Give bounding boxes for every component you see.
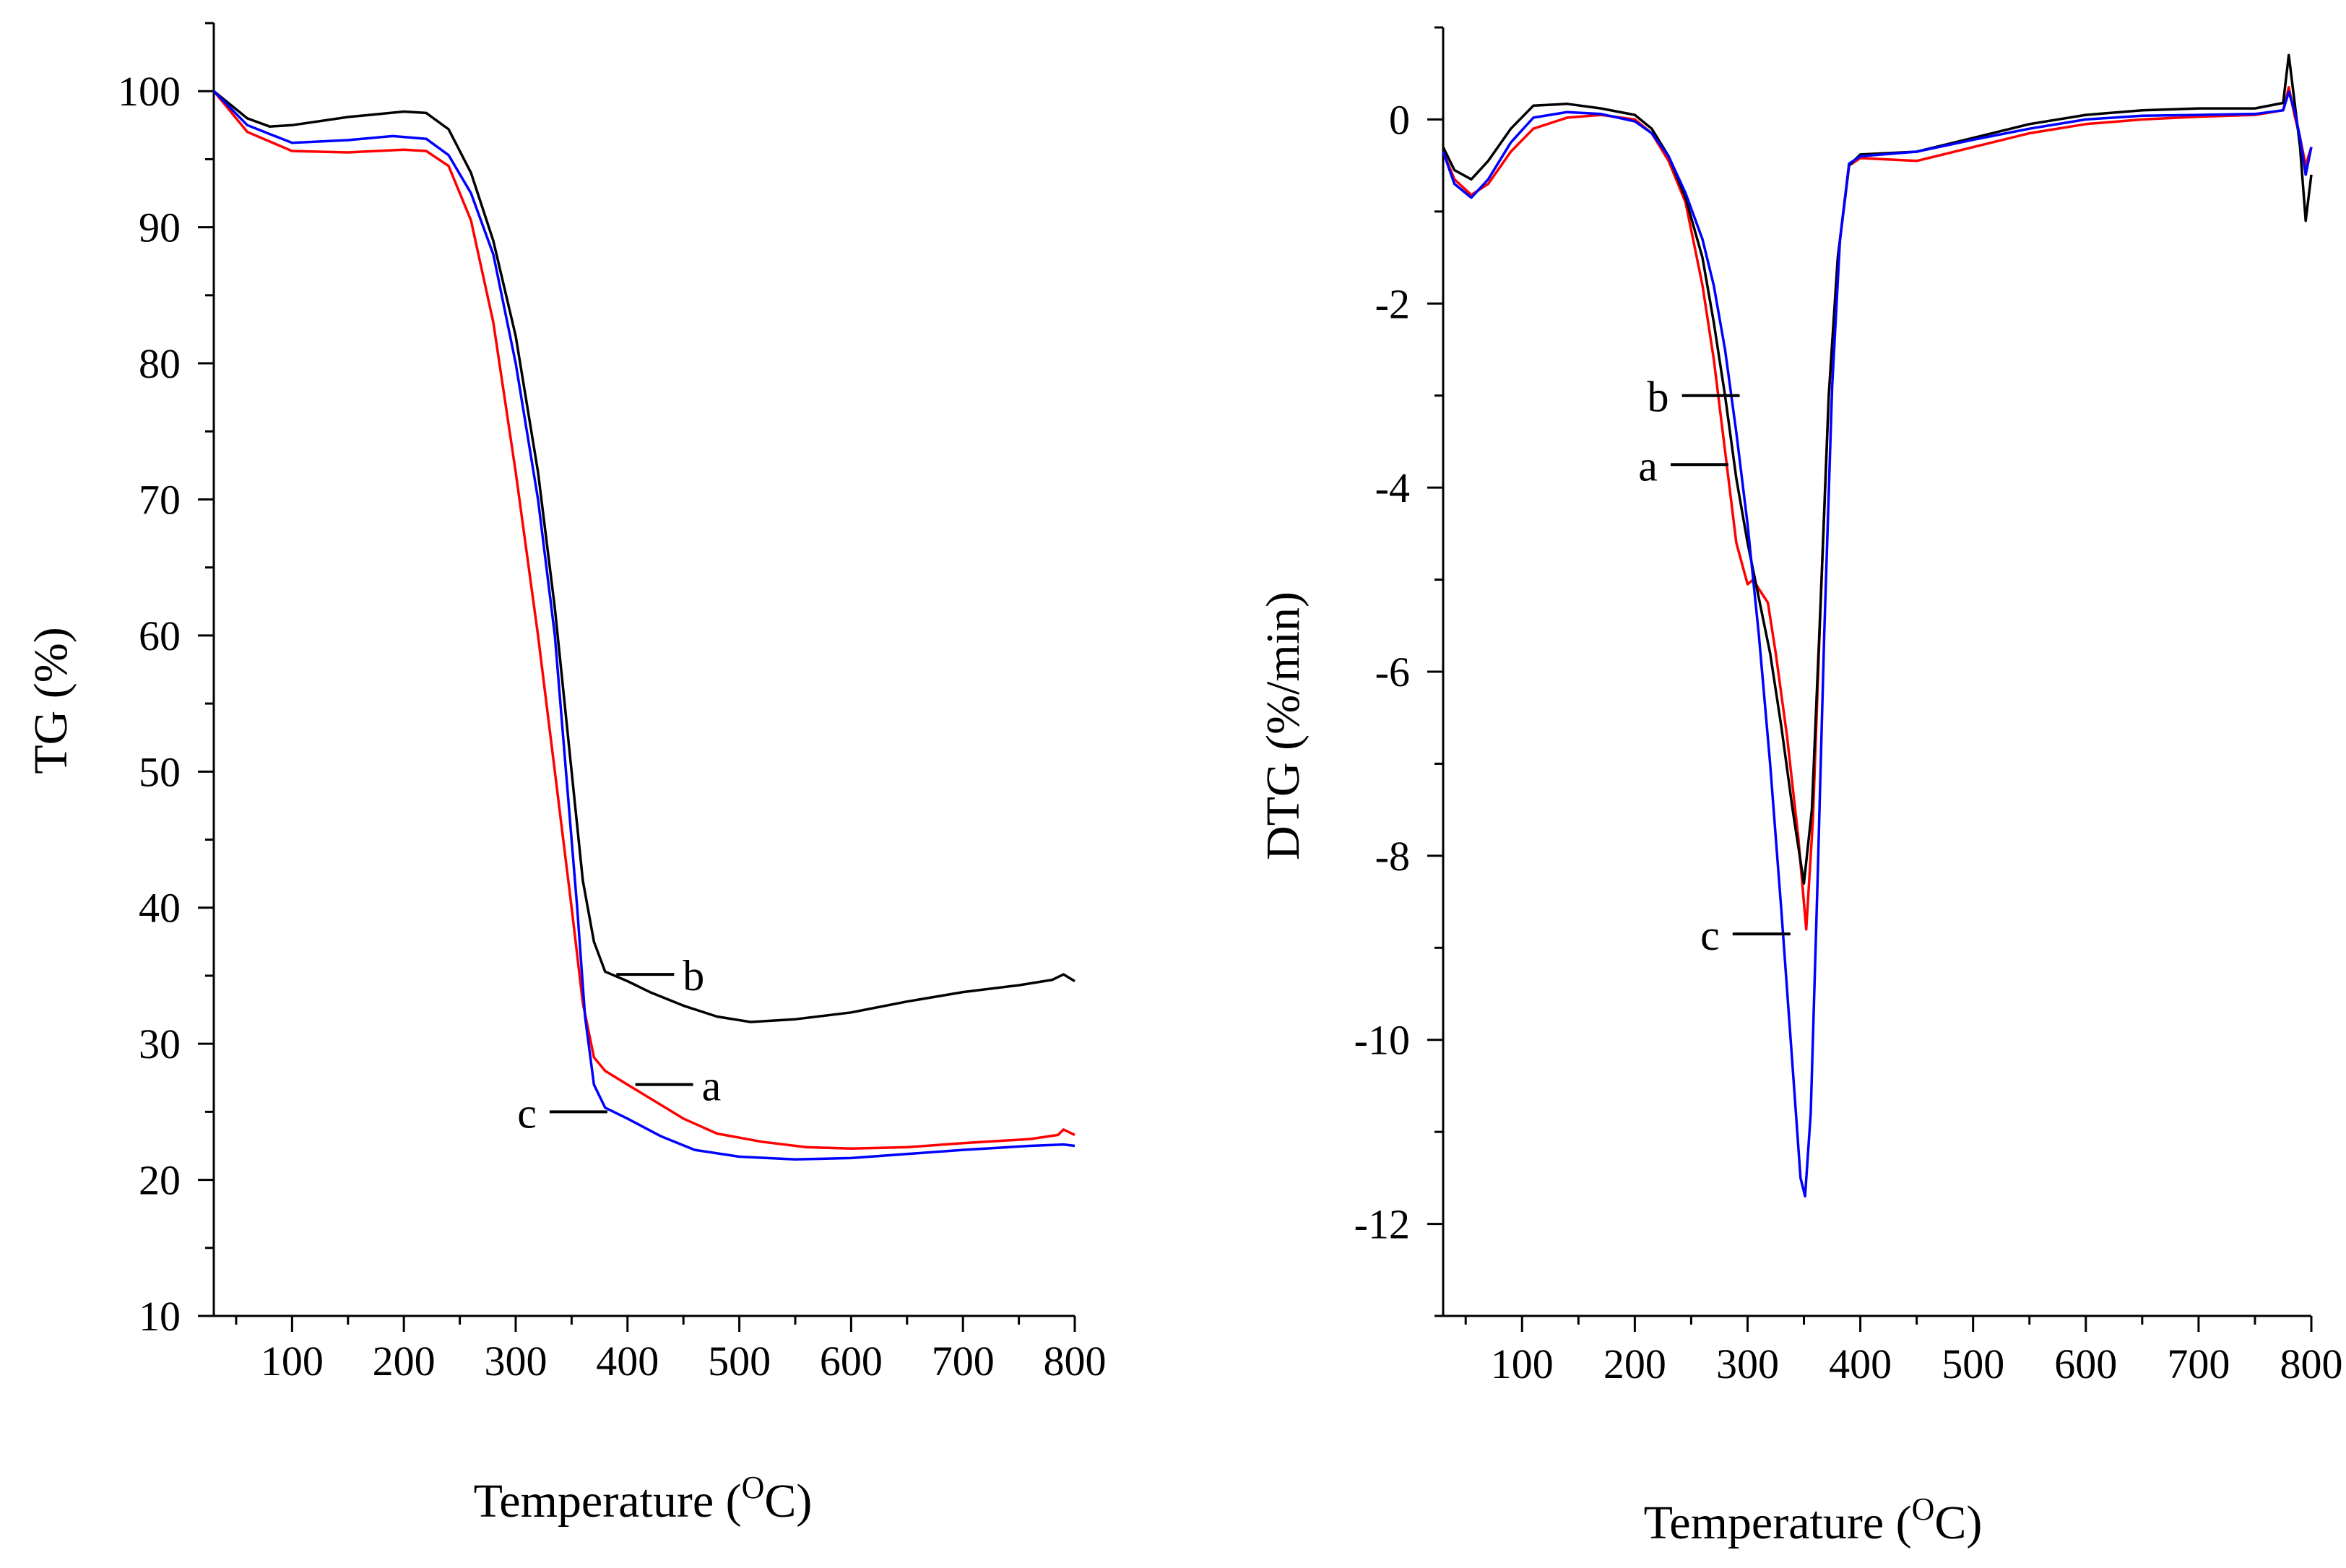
tg-annotation-label-a: a [702,1062,722,1110]
tg-x-tick-label: 100 [261,1338,324,1385]
tg-x-axis-title-text: Temperature [474,1475,714,1528]
tg-x-tick-label: 300 [484,1338,547,1385]
dtg-x-axis-title-close-paren: ) [1966,1496,1982,1549]
dtg-x-tick-label: 700 [2167,1340,2230,1387]
tg-y-tick-label: 70 [139,476,181,523]
dtg-x-ticks: 100 200 300 400 500 600 700 800 [1464,1316,2343,1387]
tg-x-axis-title-open-paren: ( [714,1475,741,1528]
dtg-x-tick-label: 100 [1491,1340,1554,1387]
tg-chart: 100 200 300 400 500 600 700 800 10 20 30 40 50 60 70 8… [25,22,1107,1528]
dtg-x-tick-label: 500 [1942,1340,2004,1387]
tg-series-c-line [212,90,1075,1161]
dtg-chart: 100 200 300 400 500 600 700 800 -12 -10 -8 -6 -4 -2 0… [1257,26,2343,1549]
dtg-x-axis-title: Temperature (OC) [1644,1491,1983,1549]
dtg-y-ticks: -12 -10 -8 -6 -4 -2 0 [1354,26,1443,1317]
tg-annotation-label-c: c [517,1089,537,1137]
tg-y-tick-label: 40 [139,885,181,932]
tg-x-ticks: 100 200 300 400 500 600 700 800 [235,1316,1107,1385]
tg-x-tick-label: 500 [708,1338,771,1385]
tg-annotations: b a c [517,952,721,1137]
tg-x-tick-label: 800 [1044,1338,1107,1385]
tg-x-tick-label: 700 [932,1338,995,1385]
dtg-x-tick-label: 400 [1829,1340,1892,1387]
dtg-x-tick-label: 300 [1716,1340,1779,1387]
tg-y-tick-label: 60 [139,612,181,659]
tg-x-axis-title-degree: O [742,1470,765,1505]
tg-y-tick-label: 100 [118,68,181,115]
tg-axes [212,23,1075,1317]
tg-series [212,90,1075,1161]
dtg-y-tick-label: -4 [1375,464,1410,511]
dtg-annotation-label-b: b [1648,373,1669,421]
tg-y-tick-label: 90 [139,204,181,251]
dtg-x-axis-title-open-paren: ( [1884,1496,1911,1549]
dtg-y-tick-label: -12 [1354,1201,1410,1248]
dtg-y-tick-label: -6 [1375,649,1410,696]
tg-y-axis-title: TG (%) [25,627,77,774]
dtg-y-tick-label: -8 [1375,833,1410,880]
tg-x-tick-label: 400 [596,1338,659,1385]
dtg-y-tick-label: 0 [1389,96,1410,143]
tg-y-tick-label: 10 [139,1293,181,1340]
tg-x-tick-label: 600 [820,1338,883,1385]
dtg-annotation-label-c: c [1700,911,1720,959]
tg-series-b-line [212,90,1075,1023]
dtg-y-tick-label: -2 [1375,280,1410,327]
dtg-x-tick-label: 600 [2054,1340,2117,1387]
tg-x-axis-title: Temperature (OC) [474,1470,813,1528]
dtg-annotation-label-a: a [1638,442,1658,490]
dtg-x-tick-label: 200 [1603,1340,1666,1387]
dtg-y-axis-title: DTG (%/min) [1257,592,1310,860]
dtg-x-tick-label: 800 [2280,1340,2343,1387]
tg-annotation-label-b: b [683,952,704,1000]
tg-y-tick-label: 30 [139,1021,181,1067]
tg-y-tick-label: 50 [139,748,181,795]
tg-x-tick-label: 200 [373,1338,436,1385]
tg-series-a-line [212,90,1075,1150]
dtg-series [1442,53,2313,1198]
dtg-y-tick-label: -10 [1354,1017,1410,1064]
dtg-x-axis-title-unit: C [1934,1496,1966,1549]
dtg-x-axis-title-text: Temperature [1644,1496,1884,1549]
dtg-x-axis-title-degree: O [1912,1491,1935,1527]
tg-y-tick-label: 20 [139,1157,181,1204]
tg-y-tick-label: 80 [139,340,181,387]
dtg-series-c-line [1442,90,2313,1198]
dtg-annotations: ba c [1638,373,1791,959]
tg-y-ticks: 10 20 30 40 50 60 70 80 90 100 [118,22,214,1340]
tg-x-axis-title-unit: C [764,1475,796,1528]
dtg-series-b-line [1442,53,2313,885]
tg-x-axis-title-close-paren: ) [796,1475,812,1528]
